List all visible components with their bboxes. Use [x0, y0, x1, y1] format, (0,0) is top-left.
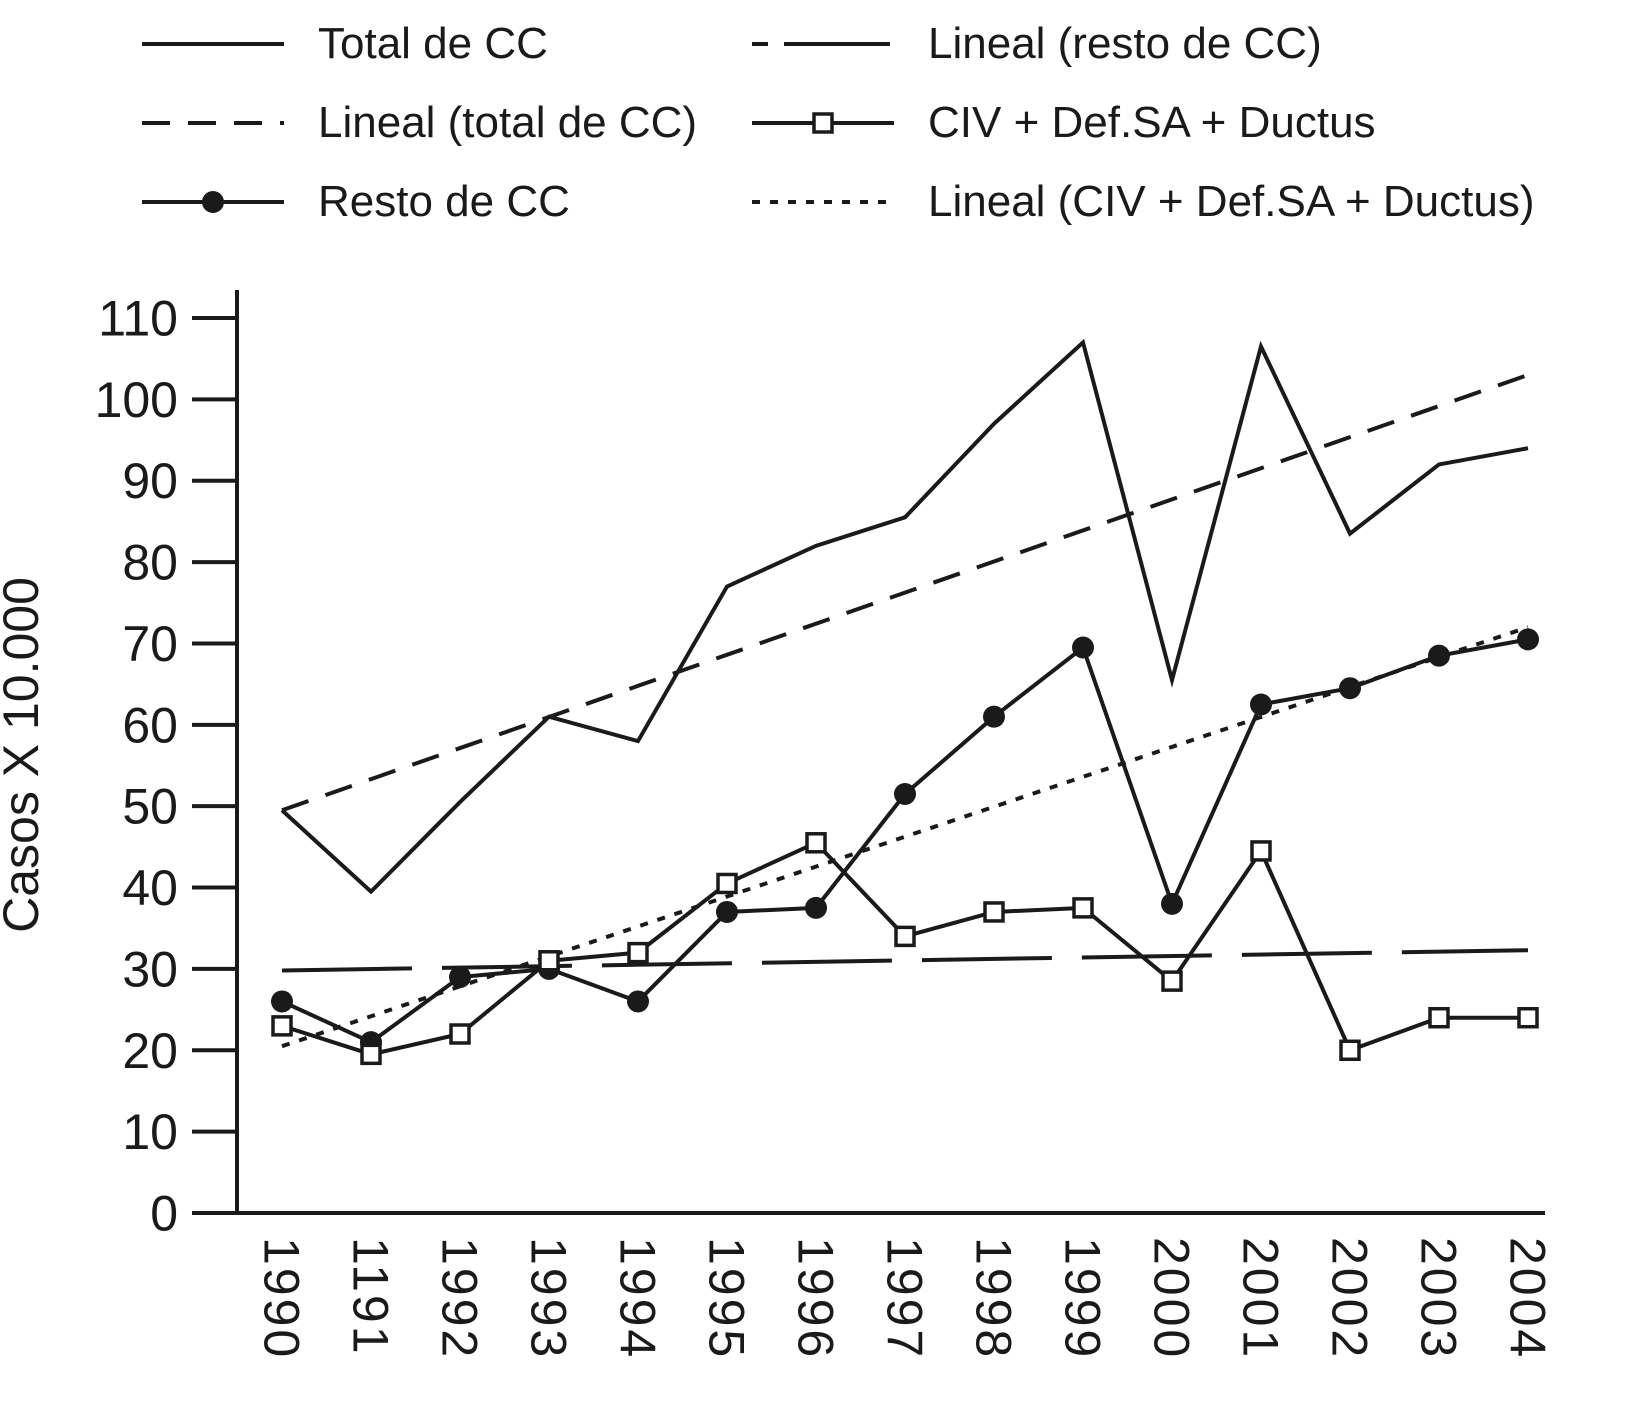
- data-point-circle: [894, 782, 916, 805]
- data-point-square: [1161, 970, 1183, 992]
- legend-item-4: CIV + Def.SA + Ductus: [748, 98, 1535, 148]
- series-line: [281, 840, 1528, 1057]
- legend-sample-solid-square: [752, 111, 894, 134]
- legend-marker-circle: [202, 190, 224, 213]
- x-tick-label: 1999: [1055, 1237, 1111, 1360]
- data-point-circle: [449, 966, 471, 989]
- x-tick-label: 1997: [877, 1237, 933, 1360]
- data-point-circle: [805, 896, 827, 919]
- plot-area: 0 10 20 30 40 50 60 70 80 90 100 110 1990 1191 1992 199…: [95, 290, 1556, 1360]
- legend-marker-square: [812, 111, 834, 134]
- legend-label: Lineal (resto de CC): [928, 18, 1322, 68]
- y-axis-title: Casos X 10.000: [0, 577, 49, 933]
- data-point-circle: [1517, 628, 1539, 651]
- x-tick-label: 1990: [254, 1237, 310, 1360]
- y-tick-label: 10: [122, 1104, 178, 1160]
- data-point-circle: [716, 900, 738, 923]
- series-line: [281, 948, 1529, 973]
- y-tick-label: 70: [122, 616, 178, 672]
- x-tick-label: 1996: [788, 1237, 844, 1360]
- y-tick-label: 0: [150, 1186, 178, 1242]
- y-tick-label: 60: [122, 697, 178, 753]
- data-point-square: [983, 901, 1005, 923]
- series-line: [280, 338, 1529, 895]
- data-point-square: [271, 1015, 293, 1037]
- x-tick-label: 1998: [966, 1237, 1022, 1360]
- chart-legend: Total de CC Lineal (total de CC) Resto de …: [138, 4, 1535, 241]
- x-tick-label: 2000: [1144, 1237, 1200, 1360]
- data-point-circle: [1161, 892, 1183, 915]
- data-point-circle: [1250, 693, 1272, 716]
- data-point-square: [360, 1043, 382, 1066]
- data-point-square: [449, 1023, 471, 1045]
- axis-lines: [235, 290, 1545, 1215]
- series-line: [281, 373, 1529, 813]
- data-point-square: [538, 950, 560, 972]
- data-point-square: [716, 872, 738, 895]
- data-point-circle: [1072, 636, 1094, 659]
- legend-item-2: Resto de CC: [138, 177, 748, 227]
- data-point-circle: [1339, 677, 1361, 700]
- data-point-square: [627, 941, 649, 964]
- data-point-circle: [271, 990, 293, 1013]
- legend-label: Lineal (total de CC): [318, 97, 698, 147]
- x-tick-label: 2004: [1500, 1237, 1556, 1360]
- series-line: [281, 625, 1529, 1049]
- data-point-square: [1072, 897, 1094, 919]
- legend-item-0: Total de CC: [138, 19, 748, 69]
- data-point-square: [894, 925, 916, 948]
- legend-item-3: Lineal (resto de CC): [748, 19, 1535, 69]
- legend-sample-dotted: [752, 199, 894, 204]
- data-point-square: [805, 832, 827, 854]
- y-tick-label: 80: [122, 535, 178, 591]
- x-tick-label: 1993: [521, 1237, 577, 1360]
- x-tick-label: 1995: [699, 1237, 755, 1360]
- legend-label: CIV + Def.SA + Ductus: [928, 97, 1376, 147]
- data-point-circle: [983, 705, 1005, 728]
- data-point-circle: [1428, 644, 1450, 667]
- legend-item-1: Lineal (total de CC): [138, 98, 748, 148]
- x-tick-label: 1992: [432, 1237, 488, 1360]
- data-point-square: [1517, 1006, 1539, 1029]
- x-tick-label: 2001: [1233, 1237, 1289, 1360]
- y-tick-label: 100: [95, 372, 178, 428]
- legend-sample-longdash: [752, 41, 894, 46]
- legend-sample-solid: [142, 41, 284, 46]
- legend-label: Total de CC: [318, 18, 548, 68]
- legend-label: Lineal (CIV + Def.SA + Ductus): [928, 176, 1535, 226]
- y-tick-label: 40: [122, 860, 178, 916]
- data-point-circle: [627, 990, 649, 1013]
- y-tick-label: 90: [122, 453, 178, 509]
- y-tick-label: 30: [122, 941, 178, 997]
- data-point-square: [1339, 1039, 1361, 1062]
- data-point-square: [1250, 840, 1272, 862]
- x-tick-label: 2002: [1322, 1237, 1378, 1360]
- x-tick-label: 1191: [343, 1237, 399, 1357]
- x-tick-label: 2003: [1411, 1237, 1467, 1360]
- data-point-square: [1428, 1006, 1450, 1029]
- legend-item-5: Lineal (CIV + Def.SA + Ductus): [748, 177, 1535, 227]
- y-tick-label: 110: [98, 291, 178, 347]
- legend-sample-solid-circle: [142, 190, 284, 213]
- legend-sample-dashed: [142, 120, 284, 125]
- y-tick-label: 20: [122, 1023, 178, 1079]
- x-tick-label: 1994: [610, 1237, 666, 1360]
- legend-label: Resto de CC: [318, 176, 570, 226]
- y-tick-label: 50: [122, 779, 178, 835]
